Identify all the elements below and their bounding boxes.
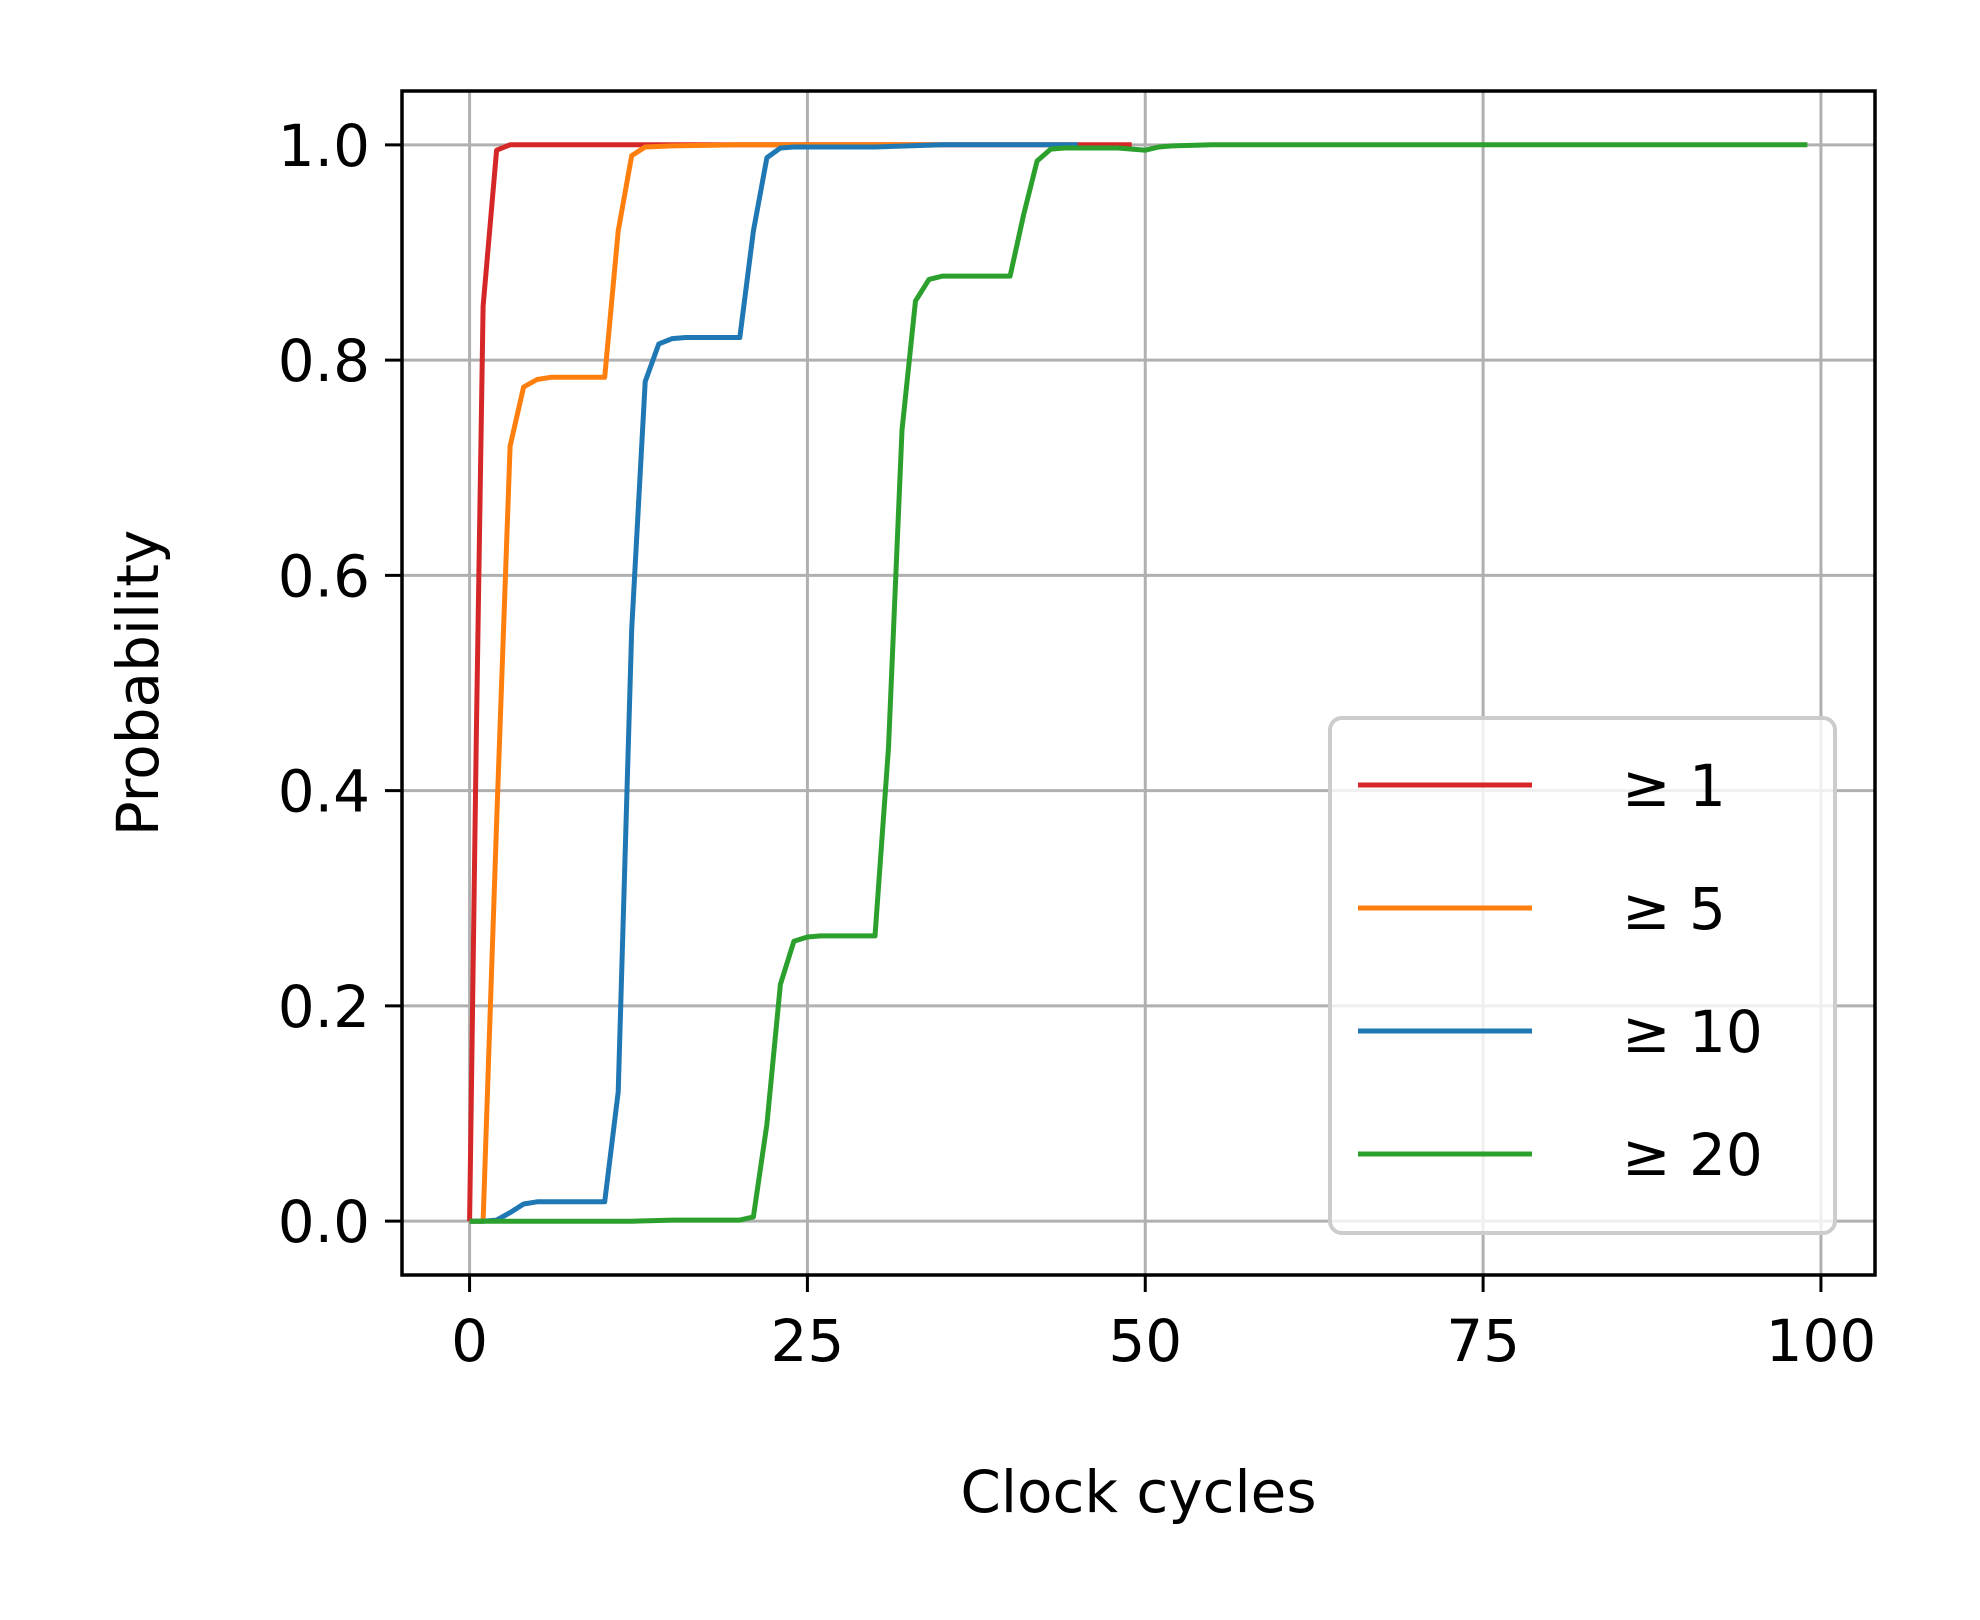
legend-label: ≥ 5 — [1622, 875, 1726, 943]
x-tick-label: 50 — [1108, 1307, 1182, 1375]
series-line — [469, 142, 1078, 1224]
legend-label: ≥ 10 — [1622, 998, 1763, 1066]
legend-box — [1328, 716, 1837, 1235]
x-tick-label: 25 — [771, 1307, 845, 1375]
x-tick-label: 0 — [451, 1307, 488, 1375]
y-tick-label: 0.6 — [278, 542, 370, 610]
legend-label: ≥ 1 — [1622, 752, 1726, 820]
y-tick-label: 1.0 — [278, 112, 370, 180]
series-line — [469, 142, 1808, 1224]
series-line — [469, 142, 943, 1224]
x-axis-label: Clock cycles — [960, 1458, 1316, 1526]
y-axis-label: Probability — [104, 530, 172, 837]
series-lines — [467, 142, 1808, 1224]
y-tick-label: 0.4 — [278, 758, 370, 826]
x-tick-label: 75 — [1446, 1307, 1520, 1375]
legend: ≥ 1 ≥ 5 ≥ 10 ≥ 20 — [1328, 716, 1837, 1235]
legend-label: ≥ 20 — [1622, 1121, 1763, 1189]
y-tick-label: 0.8 — [278, 327, 370, 395]
y-tick-label: 0.0 — [278, 1188, 370, 1256]
x-tick-label: 100 — [1766, 1307, 1877, 1375]
axis-ticks: 0 25 50 75 100 0.0 0.2 0.4 0.6 0.8 1.0 — [278, 112, 1877, 1375]
y-tick-label: 0.2 — [278, 973, 370, 1041]
plot-frame — [400, 89, 1877, 1277]
